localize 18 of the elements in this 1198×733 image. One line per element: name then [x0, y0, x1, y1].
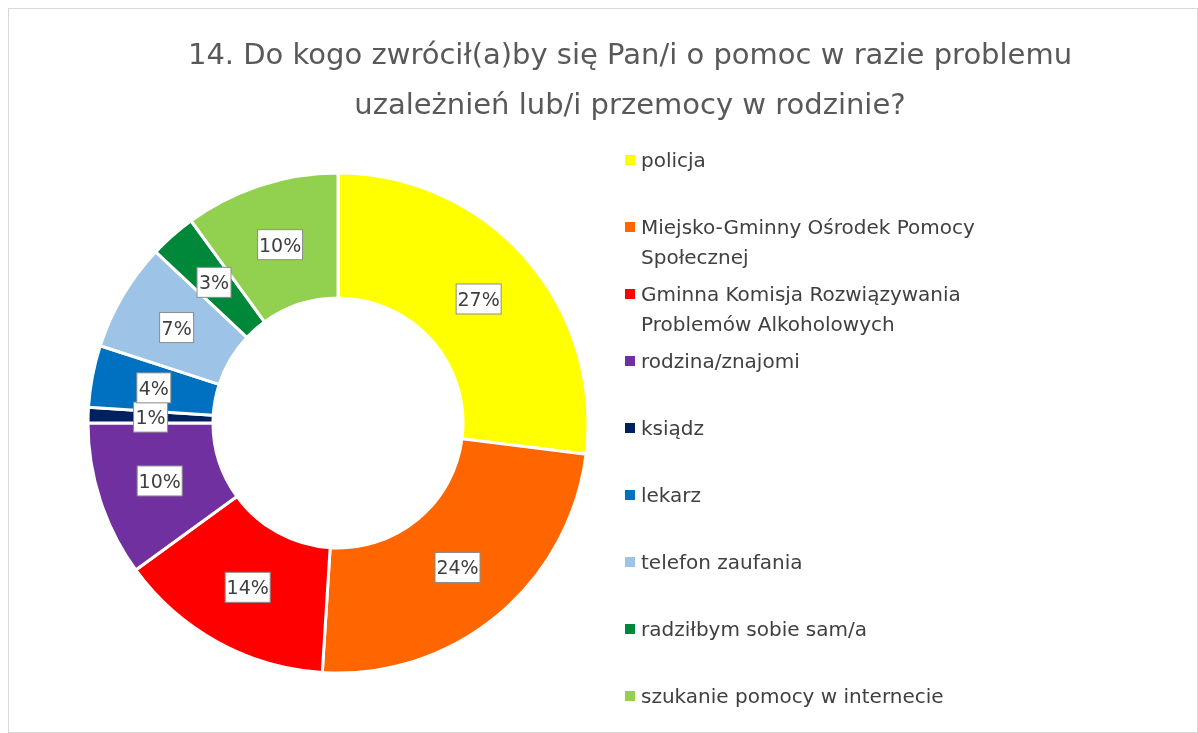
legend-label: telefon zaufania [641, 550, 803, 574]
data-label: 1% [135, 406, 166, 429]
legend-label: szukanie pomocy w internecie [641, 684, 944, 708]
legend-label: radziłbym sobie sam/a [641, 617, 868, 641]
data-label: 10% [258, 233, 302, 256]
data-label: 27% [457, 288, 500, 310]
data-label: 24% [436, 556, 479, 579]
legend-label: rodzina/znajomi [641, 349, 800, 373]
legend-label: policja [641, 148, 706, 172]
legend-label: ksiądz [641, 416, 705, 440]
data-label: 3% [198, 271, 230, 294]
chart-title: 14. Do kogo zwrócił(a)by się Pan/i o pomoc w razie problemu uzależnień lub/i przemocy w rodzinie? [187, 37, 1073, 121]
legend-label: Miejsko-Gminny Ośrodek Pomocy Społecznej [641, 215, 976, 269]
data-label: 7% [161, 316, 192, 339]
data-label: 10% [138, 469, 181, 492]
data-label: 4% [138, 376, 169, 399]
legend-label: lekarz [641, 483, 702, 507]
data-label: 14% [226, 576, 269, 599]
